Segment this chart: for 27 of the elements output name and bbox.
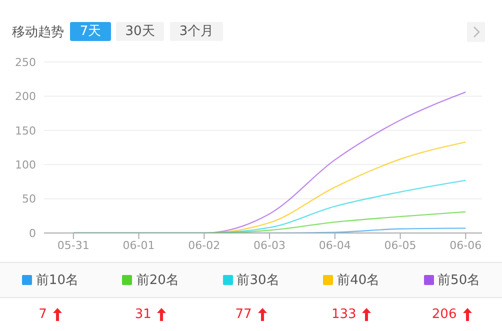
y-tick-label: 200 bbox=[15, 90, 36, 104]
text: 31 bbox=[134, 307, 152, 322]
x-tick-label: 06-01 bbox=[122, 238, 155, 252]
y-tick-label: 50 bbox=[22, 192, 36, 206]
legend-label: 前50名 bbox=[436, 272, 482, 290]
y-tick-label: 250 bbox=[15, 56, 36, 69]
x-tick-label: 06-04 bbox=[318, 238, 351, 252]
text: 77 bbox=[235, 307, 252, 322]
x-tick-label: 06-02 bbox=[188, 238, 220, 252]
text: 7 bbox=[38, 307, 47, 322]
x-tick-label: 05-31 bbox=[57, 238, 90, 252]
legend-label: 前20名 bbox=[135, 272, 180, 290]
y-tick-label: 100 bbox=[15, 158, 36, 172]
legend-label: 前40名 bbox=[336, 272, 381, 290]
y-tick-label: 150 bbox=[15, 124, 36, 138]
text: 3个月 bbox=[170, 22, 223, 41]
x-tick-label: 06-05 bbox=[384, 238, 416, 252]
text: 7天 bbox=[70, 22, 111, 41]
x-tick-label: 06-06 bbox=[450, 238, 482, 252]
legend-label: 前10名 bbox=[34, 272, 80, 290]
legend-label: 前30名 bbox=[236, 272, 280, 290]
text: 206 bbox=[432, 307, 457, 322]
y-tick-label: 0 bbox=[29, 226, 36, 240]
text: 133 bbox=[332, 307, 356, 322]
text: 30天 bbox=[116, 22, 164, 41]
x-tick-label: 06-03 bbox=[254, 238, 286, 252]
chart-title: 移动趋势 bbox=[12, 24, 64, 41]
